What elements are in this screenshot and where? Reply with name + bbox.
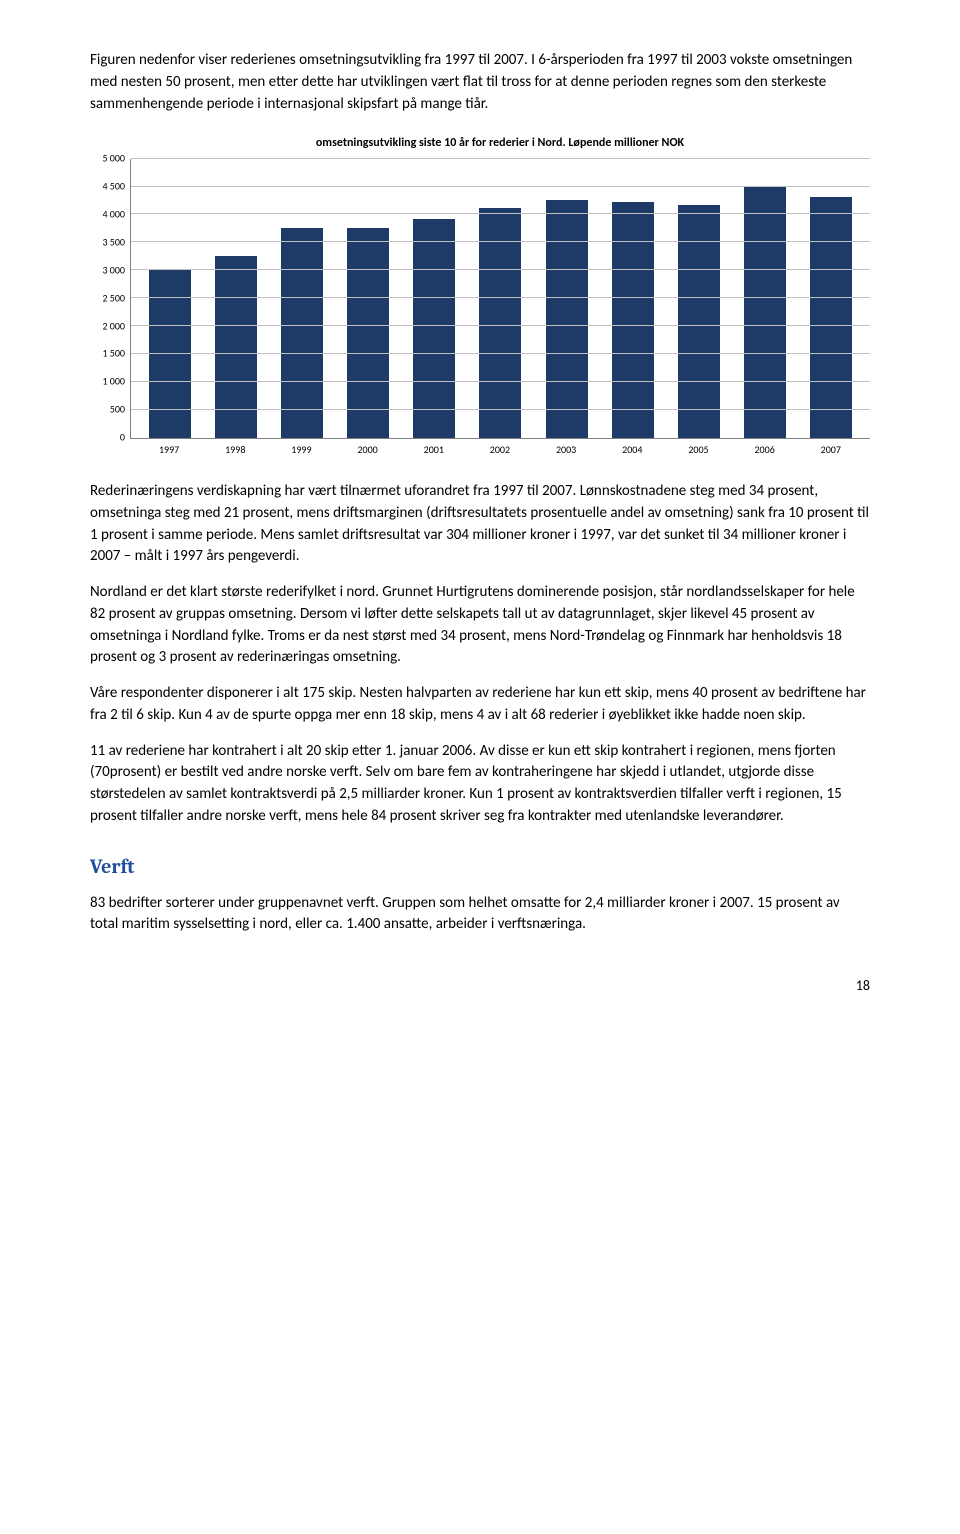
- chart-x-labels: 1997 1998 1999 2000 2001 2002 2003 2004 2005 2006…: [130, 439, 870, 458]
- chart-bar: [413, 219, 455, 437]
- chart-y-label: 3 500: [89, 235, 125, 250]
- chart-bars: [131, 159, 870, 438]
- page-number: 18: [90, 976, 870, 996]
- chart-bar: [612, 202, 654, 437]
- paragraph-4: Våre respondenter disponerer i alt 175 s…: [90, 683, 870, 727]
- section-heading-verft: Verft: [90, 852, 870, 881]
- paragraph-2: Rederinæringens verdiskapning har vært t…: [90, 481, 870, 568]
- chart-bar: [678, 205, 720, 437]
- chart-x-label: 1998: [214, 443, 256, 458]
- chart-x-label: 2001: [413, 443, 455, 458]
- paragraph-5: 11 av rederiene har kontrahert i alt 20 …: [90, 741, 870, 828]
- chart-gridline: [131, 409, 870, 410]
- chart-x-label: 2007: [810, 443, 852, 458]
- chart-y-label: 3 000: [89, 263, 125, 278]
- chart-bar: [744, 186, 786, 438]
- paragraph-6: 83 bedrifter sorterer under gruppenavnet…: [90, 893, 870, 937]
- chart-y-label: 1 000: [89, 375, 125, 390]
- chart-gridline: [131, 269, 870, 270]
- chart-gridline: [131, 353, 870, 354]
- chart-bar: [810, 197, 852, 438]
- paragraph-intro: Figuren nedenfor viser rederienes omsetn…: [90, 50, 870, 115]
- chart-x-label: 2002: [479, 443, 521, 458]
- chart-x-label: 1997: [148, 443, 190, 458]
- chart-y-label: 2 500: [89, 291, 125, 306]
- chart-x-label: 2006: [744, 443, 786, 458]
- chart-x-label: 2003: [545, 443, 587, 458]
- chart-x-label: 2004: [611, 443, 653, 458]
- chart-gridline: [131, 325, 870, 326]
- chart-y-label: 2 000: [89, 319, 125, 334]
- chart-x-label: 2005: [677, 443, 719, 458]
- chart-x-label: 2000: [347, 443, 389, 458]
- chart-y-label: 1 500: [89, 347, 125, 362]
- chart-gridline: [131, 297, 870, 298]
- chart-title: omsetningsutvikling siste 10 år for rede…: [90, 135, 870, 152]
- chart-x-label: 1999: [280, 443, 322, 458]
- chart-gridline: [131, 213, 870, 214]
- chart-bar: [347, 228, 389, 438]
- chart-y-label: 5 000: [89, 151, 125, 166]
- chart-gridline: [131, 186, 870, 187]
- chart-gridline: [131, 241, 870, 242]
- paragraph-3: Nordland er det klart største rederifylk…: [90, 582, 870, 669]
- chart-gridline: [131, 381, 870, 382]
- chart-plot-area: 05001 0001 5002 0002 5003 0003 5004 0004…: [130, 159, 870, 439]
- chart-bar: [281, 228, 323, 438]
- chart-y-label: 4 500: [89, 179, 125, 194]
- chart-y-label: 4 000: [89, 207, 125, 222]
- chart-bar: [546, 200, 588, 438]
- chart-bar: [215, 256, 257, 438]
- revenue-chart: omsetningsutvikling siste 10 år for rede…: [90, 135, 870, 457]
- chart-y-label: 500: [89, 403, 125, 418]
- chart-bar: [479, 208, 521, 438]
- chart-gridline: [131, 158, 870, 159]
- chart-y-label: 0: [89, 430, 125, 445]
